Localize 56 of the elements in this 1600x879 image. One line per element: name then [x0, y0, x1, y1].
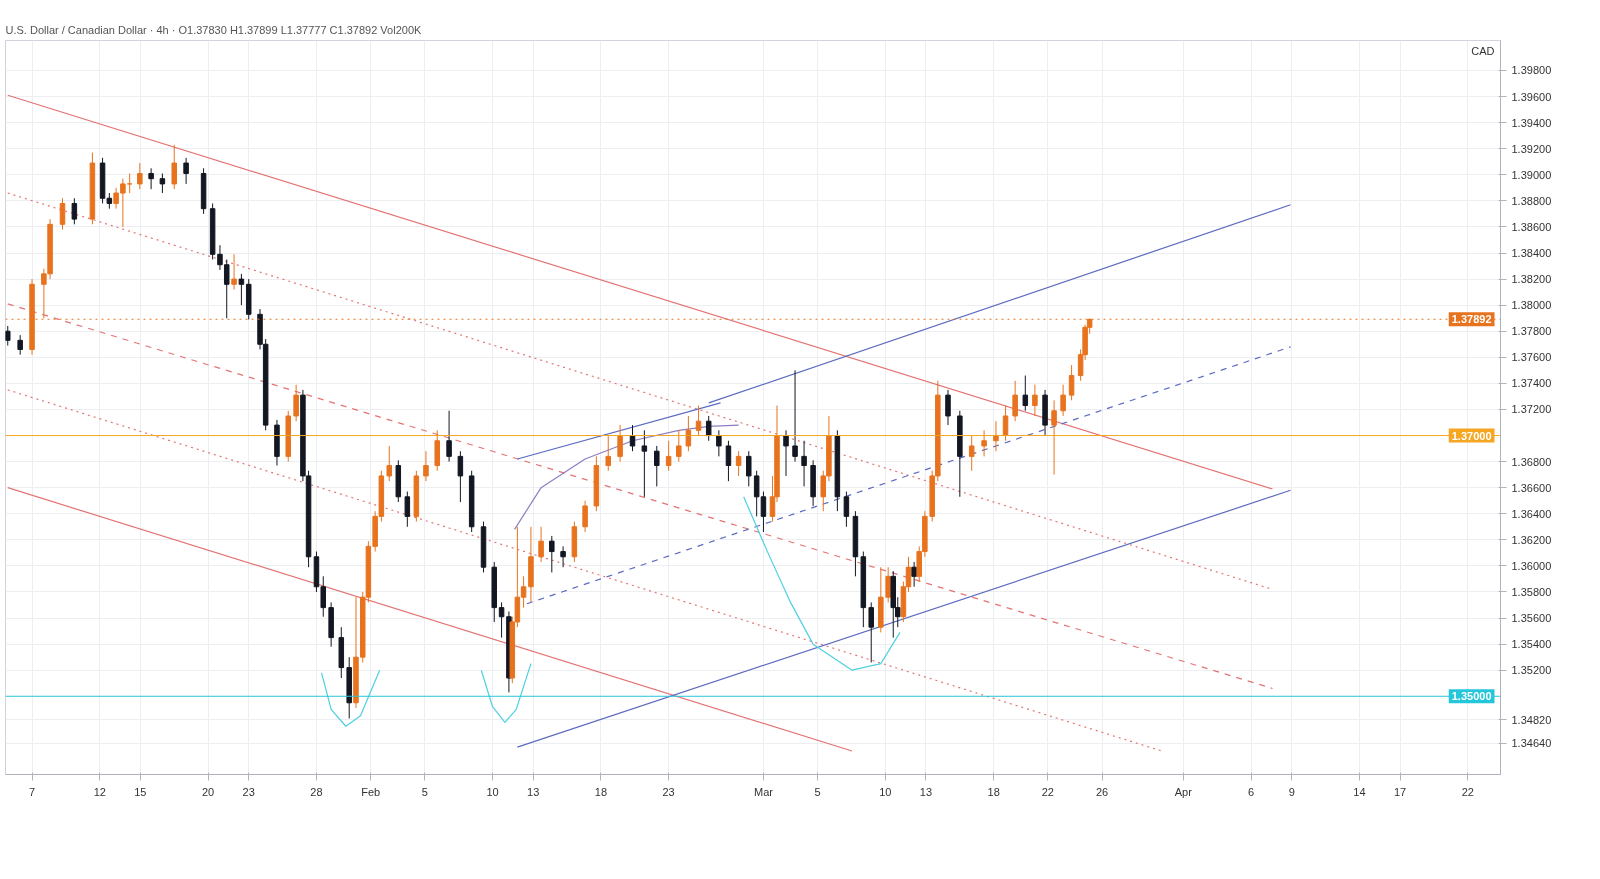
line-series — [480, 663, 532, 723]
x-tick-label: 10 — [879, 785, 892, 798]
x-tick-label: 13 — [919, 785, 933, 798]
y-tick-label: 1.36600 — [1511, 481, 1552, 494]
y-tick-label: 1.35600 — [1511, 612, 1552, 625]
x-tick-label: 7 — [28, 785, 36, 798]
y-tick-label: 1.39000 — [1511, 168, 1552, 181]
x-tick-label: 26 — [1095, 785, 1109, 798]
y-tick-label: 1.38800 — [1511, 194, 1552, 207]
y-tick-label: 1.36200 — [1511, 533, 1552, 546]
x-tick-label: 12 — [93, 785, 106, 798]
y-tick-label: 1.36000 — [1511, 559, 1552, 572]
y-tick-label: 1.38400 — [1511, 247, 1552, 260]
x-tick-label: 18 — [594, 785, 608, 798]
x-tick-label: 10 — [486, 785, 499, 798]
x-tick-label: 20 — [201, 785, 215, 798]
y-tick-label: 1.37600 — [1511, 351, 1552, 364]
y-axis-title: CAD — [1471, 44, 1495, 57]
y-tick-label: 1.38200 — [1511, 273, 1552, 286]
x-tick-label: 14 — [1353, 785, 1366, 798]
y-tick-label: 1.39200 — [1511, 142, 1552, 155]
y-tick-label: 1.39400 — [1511, 116, 1552, 129]
x-tick-label: Feb — [361, 785, 381, 798]
y-tick-label: 1.35800 — [1511, 585, 1552, 598]
x-tick-label: 23 — [242, 785, 255, 798]
ref-line-label: 1.35000 — [1451, 690, 1492, 703]
x-tick-label: 5 — [814, 785, 821, 798]
y-tick-label: 1.37200 — [1511, 403, 1552, 416]
chart-title: U.S. Dollar / Canadian Dollar · 4h · O1.37830 H1.37899 L1.37777 C1.37892 Vol200K — [5, 23, 422, 36]
y-tick-label: 1.36800 — [1511, 455, 1552, 468]
x-tick-label: 9 — [1288, 785, 1295, 798]
x-tick-label: 13 — [527, 785, 540, 798]
x-tick-label: Mar — [753, 785, 774, 798]
x-tick-label: 22 — [1041, 785, 1055, 798]
x-tick-label: 17 — [1393, 785, 1407, 798]
x-tick-label: 15 — [134, 785, 147, 798]
y-tick-label: 1.37800 — [1511, 325, 1552, 338]
y-tick-label: 1.34820 — [1511, 713, 1552, 726]
y-tick-label: 1.35400 — [1511, 638, 1552, 651]
ref-line-label: 1.37892 — [1451, 313, 1492, 326]
y-tick-label: 1.34640 — [1511, 737, 1552, 750]
x-tick-label: 6 — [1247, 785, 1255, 798]
x-tick-label: Apr — [1174, 785, 1193, 798]
y-tick-label: 1.37400 — [1511, 377, 1552, 390]
y-tick-label: 1.39800 — [1511, 64, 1552, 77]
ref-line-label: 1.37000 — [1451, 429, 1492, 442]
x-tick-label: 23 — [662, 785, 675, 798]
x-tick-label: 18 — [987, 785, 1000, 798]
y-tick-label: 1.35200 — [1511, 664, 1552, 677]
y-tick-label: 1.38000 — [1511, 299, 1552, 312]
y-tick-label: 1.38600 — [1511, 220, 1552, 233]
x-tick-label: 22 — [1461, 785, 1474, 798]
y-tick-label: 1.39600 — [1511, 90, 1552, 103]
y-tick-label: 1.36400 — [1511, 507, 1552, 520]
x-tick-label: 5 — [421, 785, 428, 798]
x-tick-label: 28 — [310, 785, 323, 798]
